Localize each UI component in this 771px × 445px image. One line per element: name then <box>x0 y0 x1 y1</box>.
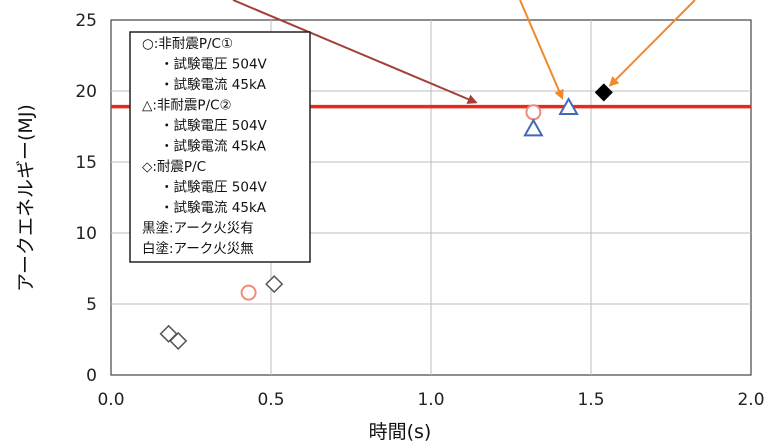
y-tick-label: 10 <box>75 224 97 244</box>
annotation-arrow <box>519 0 564 100</box>
y-tick-label: 20 <box>75 82 97 102</box>
annotation-arrows <box>232 0 696 104</box>
diamond-point <box>169 331 188 350</box>
y-tick-label: 15 <box>75 153 97 173</box>
legend-line: 白塗:アーク火災無 <box>142 240 254 257</box>
diamond-point <box>265 275 284 294</box>
legend-line: ・試験電流 45kA <box>160 77 267 93</box>
y-tick-label: 25 <box>75 11 97 31</box>
y-tick-label: 5 <box>86 295 97 315</box>
x-tick-label: 2.0 <box>737 390 764 410</box>
legend-line: ・試験電流 45kA <box>160 200 267 216</box>
legend-line: ○:非耐震P/C① <box>142 36 233 52</box>
diamond-point <box>594 83 613 102</box>
data-points <box>159 83 613 350</box>
circle-point <box>525 104 542 121</box>
legend-line: 黒塗:アーク火災有 <box>142 220 254 237</box>
x-tick-label: 1.0 <box>417 390 444 410</box>
legend-line: ・試験電流 45kA <box>160 139 267 155</box>
x-tick-label: 1.5 <box>577 390 604 410</box>
y-tick-label: 0 <box>86 366 97 386</box>
legend-line: ・試験電圧 504V <box>160 180 268 196</box>
y-axis-label: アークエネルギー(MJ) <box>15 104 37 292</box>
x-tick-label: 0.0 <box>97 390 124 410</box>
legend-box <box>129 31 311 263</box>
legend-line: ・試験電圧 504V <box>160 57 268 73</box>
circle-point <box>240 284 257 301</box>
tick-labels: 0.0 0.5 1.0 1.5 2.0 0 5 10 15 20 25 <box>75 11 764 410</box>
annotation-arrow <box>232 0 478 104</box>
x-tick-label: 0.5 <box>257 390 284 410</box>
triangle-point <box>558 97 579 116</box>
legend-line: ◇:耐震P/C <box>142 159 206 175</box>
x-axis-label: 時間(s) <box>369 421 432 443</box>
legend-line: ・試験電圧 504V <box>160 118 268 134</box>
triangle-point <box>523 118 544 137</box>
annotation-arrow <box>608 0 696 87</box>
legend-line: △:非耐震P/C② <box>142 98 232 114</box>
legend: ○:非耐震P/C① ・試験電圧 504V ・試験電流 45kA △:非耐震P/C② ・試… <box>129 31 311 263</box>
